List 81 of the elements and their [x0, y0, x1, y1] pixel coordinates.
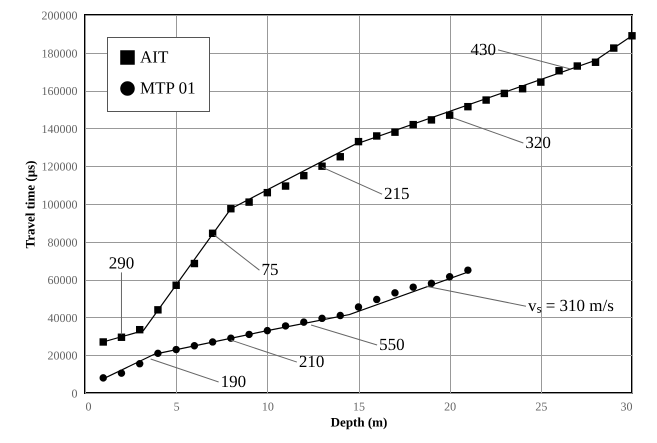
point: [318, 314, 326, 322]
point: [428, 116, 436, 124]
point: [118, 369, 126, 377]
y-tick-label: 80000: [48, 235, 78, 250]
point: [227, 205, 235, 212]
annotation: 75: [261, 260, 278, 280]
y-tick-label: 60000: [48, 273, 78, 288]
point: [628, 32, 636, 40]
annotation: 320: [525, 133, 551, 152]
point: [409, 283, 417, 291]
annotation: vₛ = 310 m/s: [528, 296, 614, 316]
point: [409, 120, 417, 128]
point: [464, 102, 472, 110]
point: [118, 334, 126, 341]
x-tick-label: 0: [86, 400, 92, 414]
annotation: 190: [220, 372, 246, 391]
point: [300, 318, 308, 326]
x-axis-title: Depth (m): [330, 414, 388, 430]
point: [190, 342, 198, 350]
annotation: 550: [379, 334, 405, 354]
point: [464, 266, 472, 274]
y-tick-label: 180000: [42, 46, 78, 60]
point: [208, 230, 216, 238]
point: [555, 67, 563, 74]
point: [136, 360, 144, 368]
point: [610, 44, 618, 52]
y-tick-label: 140000: [42, 122, 78, 136]
point: [537, 78, 545, 86]
point: [354, 303, 362, 311]
point: [354, 138, 362, 146]
point: [282, 322, 290, 330]
point: [391, 289, 399, 297]
point: [154, 306, 162, 314]
point: [264, 188, 272, 196]
point: [482, 96, 490, 104]
point: [446, 111, 454, 119]
point: [190, 260, 198, 268]
point: [282, 182, 290, 190]
point: [446, 273, 454, 280]
legend-label: AIT: [140, 48, 169, 66]
point: [592, 58, 600, 66]
point: [336, 312, 344, 320]
y-tick-label: 20000: [48, 348, 78, 363]
point: [428, 280, 436, 288]
point: [100, 374, 107, 382]
point: [154, 350, 162, 358]
point: [136, 326, 144, 334]
y-tick-label: 200000: [42, 8, 78, 22]
legend-label: MTP 01: [140, 78, 196, 98]
annotation: 215: [384, 184, 410, 204]
x-tick-label: 5: [174, 400, 180, 414]
x-tick-label: 15: [353, 400, 365, 414]
annotation: 210: [298, 352, 324, 372]
point: [336, 153, 344, 160]
y-axis-title: Travel time (μs): [22, 160, 38, 248]
annotation: 430: [470, 40, 496, 59]
point: [518, 85, 526, 92]
point: [227, 334, 235, 342]
point: [245, 330, 253, 338]
x-tick-label: 10: [262, 400, 274, 414]
point: [100, 338, 107, 346]
y-tick-label: 40000: [48, 310, 78, 325]
point: [172, 282, 180, 289]
point: [373, 132, 380, 140]
point: [300, 172, 308, 180]
annotation: 290: [108, 253, 134, 272]
point: [245, 198, 253, 206]
point: [264, 326, 272, 334]
point: [500, 90, 508, 98]
point: [574, 62, 582, 70]
y-tick-label: 160000: [42, 84, 78, 98]
y-tick-label: 120000: [42, 160, 78, 174]
x-tick-label: 25: [535, 400, 548, 414]
x-tick-label: 30: [620, 400, 632, 414]
point: [373, 296, 380, 304]
point: [391, 128, 399, 136]
x-tick-label: 20: [444, 400, 456, 414]
y-tick-label: 0: [72, 386, 78, 400]
y-tick-label: 100000: [42, 198, 78, 212]
point: [172, 346, 180, 354]
point: [208, 338, 216, 346]
